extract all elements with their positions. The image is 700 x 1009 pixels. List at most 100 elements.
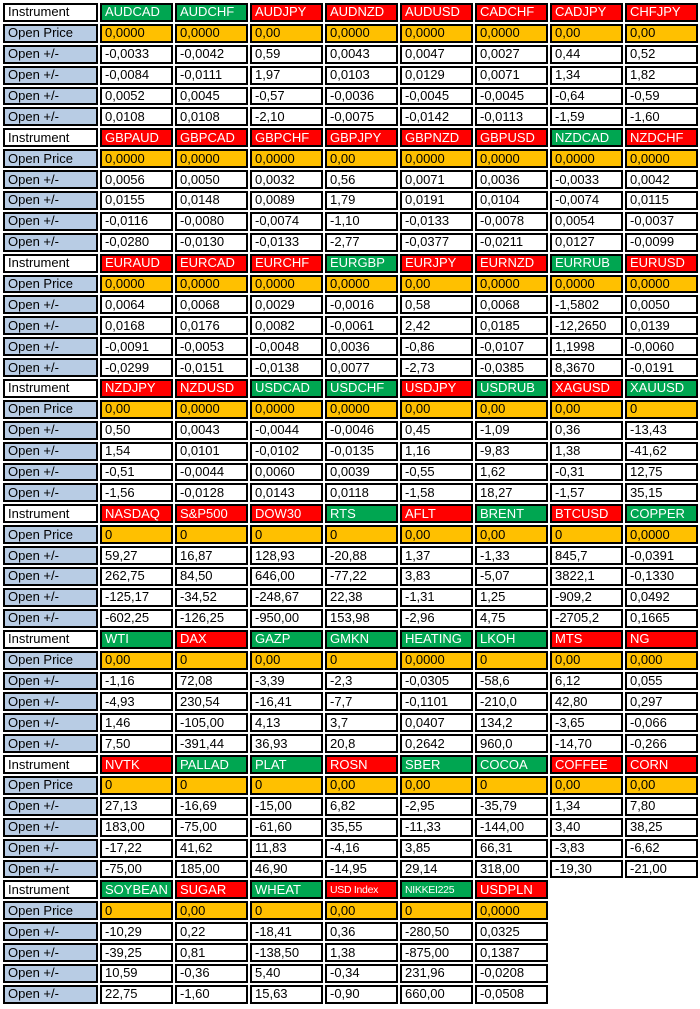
open-change-cell: -0,0111	[175, 65, 248, 85]
empty-cell	[625, 964, 698, 983]
open-change-cell: -9,83	[475, 441, 548, 461]
open-change-row: Open +/- 0,0108 0,0108 -2,10 -0,0075 -0,0142-…	[3, 107, 698, 127]
open-change-cell: -0,0074	[250, 211, 323, 231]
open-price-cell: 0,00	[475, 399, 548, 419]
open-price-cell: 0	[625, 399, 698, 419]
open-change-cell: 0,0139	[625, 316, 698, 336]
open-change-cell: 7,50	[100, 734, 173, 754]
open-price-cell: 0,0000	[550, 274, 623, 294]
open-change-row: Open +/- -125,17 -34,52 -248,67 22,38 -1,31 1,…	[3, 587, 698, 607]
open-change-cell: 20,8	[325, 734, 398, 754]
open-change-cell: 262,75	[100, 567, 173, 586]
open-price-cell: 0,00	[325, 775, 398, 795]
open-change-cell: -0,0061	[325, 316, 398, 336]
open-change-cell: -210,0	[475, 692, 548, 712]
instrument-header-cell: AUDCAD	[100, 3, 173, 22]
open-change-cell: -0,55	[400, 462, 473, 482]
open-change-row: Open +/- -0,0299 -0,0151 -0,0138 0,0077 -2,73…	[3, 358, 698, 378]
open-change-cell: 4,75	[475, 608, 548, 628]
row-label-open-change: Open +/-	[3, 943, 98, 962]
row-label-open-change: Open +/-	[3, 922, 98, 942]
open-change-cell: 1,82	[625, 65, 698, 85]
open-change-cell: -0,0016	[325, 295, 398, 315]
open-change-cell: -0,266	[625, 734, 698, 754]
open-change-cell: -75,00	[100, 859, 173, 879]
open-price-row: Open Price 0 0 0 0 0,00 0,00 0 0,0000	[3, 525, 698, 545]
open-price-cell: 0	[175, 525, 248, 545]
instrument-header-cell: WHEAT	[250, 880, 323, 900]
instrument-header-cell: NG	[625, 629, 698, 649]
row-label-open-change: Open +/-	[3, 817, 98, 837]
open-change-cell: -0,0044	[250, 420, 323, 440]
open-change-row: Open +/- 0,0155 0,0148 0,0089 1,79 0,0191 0,01…	[3, 191, 698, 210]
open-change-cell: -875,00	[400, 943, 473, 962]
open-change-row: Open +/- 7,50 -391,44 36,93 20,8 0,2642 960,0-…	[3, 734, 698, 754]
open-change-cell: 0,81	[175, 943, 248, 962]
instrument-header-cell: NVTK	[100, 755, 173, 774]
open-price-cell: 0	[100, 901, 173, 921]
instrument-header-cell: EURAUD	[100, 253, 173, 273]
open-change-cell: -0,0211	[475, 232, 548, 252]
instrument-header-cell: ROSN	[325, 755, 398, 774]
instrument-header-cell: USD Index	[325, 880, 398, 900]
open-price-cell: 0,00	[100, 650, 173, 670]
open-change-cell: -6,62	[625, 838, 698, 858]
open-price-cell: 0,00	[250, 23, 323, 43]
open-price-cell: 0,0000	[250, 399, 323, 419]
open-change-cell: 183,00	[100, 817, 173, 837]
open-change-cell: -0,0078	[475, 211, 548, 231]
open-change-cell: -0,0107	[475, 337, 548, 357]
open-change-cell: -0,34	[325, 963, 398, 983]
open-change-cell: 0,0101	[175, 441, 248, 461]
instrument-header-row: Instrument SOYBEAN SUGAR WHEAT USD Index NIKK…	[3, 880, 698, 900]
open-change-cell: 0,0089	[250, 191, 323, 210]
instrument-header-cell: USDCAD	[250, 379, 323, 398]
corner-label: Instrument	[3, 504, 98, 524]
open-change-cell: -105,00	[175, 713, 248, 733]
open-change-cell: 0,45	[400, 420, 473, 440]
open-change-row: Open +/- 0,0064 0,0068 0,0029 -0,0016 0,58 0,0…	[3, 295, 698, 315]
open-change-cell: 646,00	[250, 567, 323, 586]
row-label-open-change: Open +/-	[3, 107, 98, 127]
open-change-cell: 1,54	[100, 441, 173, 461]
open-change-cell: -125,17	[100, 587, 173, 607]
open-change-cell: 0,297	[625, 692, 698, 712]
corner-label: Instrument	[3, 880, 98, 900]
open-price-cell: 0,0000	[400, 23, 473, 43]
open-change-cell: 0,0143	[250, 483, 323, 503]
open-change-cell: -0,1330	[625, 567, 698, 586]
row-label-open-change: Open +/-	[3, 796, 98, 816]
open-change-cell: 0,0176	[175, 316, 248, 336]
open-change-cell: -0,0074	[550, 191, 623, 210]
open-change-row: Open +/- -17,22 41,62 11,83 -4,16 3,85 66,31 -3…	[3, 838, 698, 858]
open-price-row: Open Price 0,00 0,0000 0,0000 0,0000 0,00 0,00…	[3, 399, 698, 419]
open-price-cell: 0,00	[400, 399, 473, 419]
row-label-open-change: Open +/-	[3, 337, 98, 357]
open-change-cell: -248,67	[250, 587, 323, 607]
open-change-cell: 38,25	[625, 817, 698, 837]
open-change-row: Open +/- -0,0280 -0,0130 -0,0133 -2,77 -0,037…	[3, 232, 698, 252]
open-change-cell: -3,83	[550, 838, 623, 858]
open-change-cell: 0,0129	[400, 65, 473, 85]
open-change-cell: -0,64	[550, 86, 623, 106]
open-change-row: Open +/- -0,0084 -0,0111 1,97 0,0103 0,0129 0,…	[3, 65, 698, 85]
open-change-cell: -909,2	[550, 587, 623, 607]
open-change-cell: 0,0118	[325, 483, 398, 503]
row-label-open-change: Open +/-	[3, 587, 98, 607]
empty-cell	[550, 922, 623, 941]
open-change-cell: 0,0325	[475, 922, 548, 942]
open-price-row: Open Price 0,0000 0,0000 0,0000 0,00 0,0000 0,…	[3, 149, 698, 169]
open-change-cell: 0,0060	[250, 462, 323, 482]
instrument-header-cell: EURRUB	[550, 253, 623, 273]
instrument-header-cell: EURCAD	[175, 253, 248, 273]
open-change-cell: -1,5802	[550, 295, 623, 315]
instrument-header-cell: CADJPY	[550, 3, 623, 22]
open-change-cell: -0,0080	[175, 211, 248, 231]
open-change-cell: -1,31	[400, 587, 473, 607]
open-change-cell: 0,0054	[550, 211, 623, 231]
instrument-header-cell: DOW30	[250, 504, 323, 524]
open-change-cell: 12,75	[625, 462, 698, 482]
open-change-cell: 0,44	[550, 44, 623, 64]
open-change-cell: 134,2	[475, 713, 548, 733]
open-change-cell: -0,36	[175, 963, 248, 983]
